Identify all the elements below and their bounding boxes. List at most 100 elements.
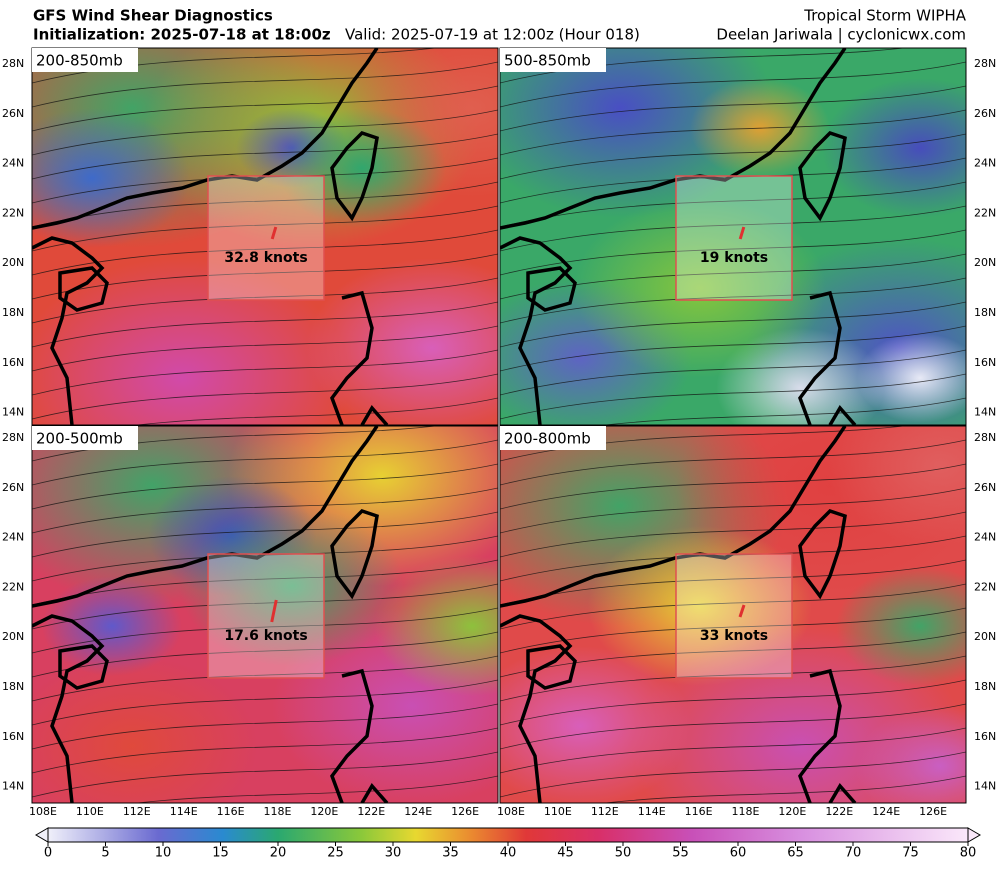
streamline — [500, 463, 966, 510]
storm-name: Tropical Storm WIPHA — [803, 7, 966, 25]
lon-label: 108E — [497, 805, 525, 818]
panel-label: 200-800mb — [504, 430, 591, 448]
streamline — [500, 181, 966, 228]
shear-value: 32.8 knots — [224, 250, 307, 266]
lat-label: 28N — [974, 57, 996, 70]
lat-label: 24N — [2, 531, 24, 544]
lon-label: 112E — [123, 805, 151, 818]
streamline — [602, 775, 966, 803]
colorbar-bar — [47, 827, 969, 843]
lat-label: 14N — [974, 780, 996, 793]
island — [330, 130, 379, 222]
lat-label: 16N — [974, 730, 996, 743]
colorbar-tick-label: 80 — [960, 846, 977, 861]
streamline — [500, 133, 966, 180]
lon-label: 126E — [451, 805, 479, 818]
shear-arrow — [738, 226, 746, 240]
colorbar-tick-label: 30 — [385, 846, 402, 861]
lat-label: 18N — [2, 306, 24, 319]
lon-label: 122E — [825, 805, 853, 818]
lon-label: 122E — [357, 805, 385, 818]
streamline — [32, 325, 498, 372]
lat-label: 16N — [974, 356, 996, 369]
lon-label: 116E — [685, 805, 713, 818]
colorbar-tick-label: 10 — [155, 846, 172, 861]
streamline — [500, 559, 966, 606]
shading-blob — [822, 78, 966, 218]
streamline — [32, 655, 498, 702]
panel-label-bg — [500, 48, 606, 72]
shear-value: 19 knots — [700, 250, 768, 266]
coastline — [330, 668, 389, 803]
map-layer — [500, 426, 966, 803]
streamline — [32, 373, 498, 420]
streamline — [602, 397, 966, 425]
lon-label: 118E — [264, 805, 292, 818]
streamline — [500, 61, 966, 108]
lon-label: 114E — [170, 805, 198, 818]
title: GFS Wind Shear Diagnostics — [33, 7, 273, 25]
colorbar-tick-label: 0 — [44, 846, 52, 861]
colorbar-tick-label: 45 — [557, 846, 574, 861]
streamline — [500, 679, 966, 726]
credit: Deelan Jariwala | cyclonicwx.com — [716, 26, 966, 44]
streamline — [32, 133, 498, 180]
streamline — [500, 349, 966, 396]
lon-label: 110E — [76, 805, 104, 818]
lon-label: 118E — [732, 805, 760, 818]
streamline — [500, 373, 966, 420]
lon-label: 112E — [591, 805, 619, 818]
streamline — [32, 109, 498, 156]
colorbar-tick-label: 20 — [270, 846, 287, 861]
lat-label: 16N — [2, 730, 24, 743]
shading-blob — [574, 198, 826, 378]
streamline — [32, 727, 498, 774]
lat-label: 24N — [974, 531, 996, 544]
island — [330, 508, 379, 600]
streamline — [500, 325, 966, 372]
lat-label: 20N — [974, 256, 996, 269]
colorbar-tick-label: 5 — [101, 846, 109, 861]
streamline — [32, 463, 498, 510]
streamline — [32, 703, 498, 750]
streamline — [32, 205, 498, 252]
coastline — [798, 668, 857, 803]
lat-label: 20N — [2, 256, 24, 269]
shear-arrow — [270, 599, 278, 623]
streamline — [500, 487, 966, 534]
shading-blob — [42, 576, 182, 676]
lat-label: 20N — [974, 630, 996, 643]
streamline — [32, 229, 498, 276]
shading-blob — [828, 426, 966, 546]
colorbar-tick-label: 75 — [902, 846, 919, 861]
streamline — [32, 631, 498, 678]
streamline — [32, 85, 498, 132]
island — [58, 644, 109, 690]
island — [58, 266, 109, 312]
colorbar-tick-label: 25 — [327, 846, 344, 861]
shading-blob — [306, 258, 498, 425]
shading-blob — [856, 706, 966, 803]
lat-label: 26N — [2, 481, 24, 494]
lat-label: 24N — [2, 157, 24, 170]
lon-label: 110E — [544, 805, 572, 818]
colorbar-tick-label: 50 — [615, 846, 632, 861]
streamline — [500, 583, 966, 630]
colorbar-tick-label: 55 — [672, 846, 689, 861]
shading-blob — [32, 108, 190, 248]
lat-label: 26N — [974, 107, 996, 120]
lon-label: 124E — [404, 805, 432, 818]
shear-value: 33 knots — [700, 628, 768, 644]
lat-label: 18N — [974, 306, 996, 319]
lat-label: 22N — [974, 580, 996, 593]
coastline — [32, 236, 105, 425]
lon-label: 124E — [872, 805, 900, 818]
streamline — [32, 751, 498, 798]
streamline — [500, 253, 966, 300]
map-layer — [32, 426, 498, 803]
shading-blob — [857, 333, 966, 423]
island — [798, 508, 847, 600]
colorbar-min-arrow — [35, 827, 49, 843]
streamline — [500, 439, 966, 486]
shading-blob — [500, 646, 692, 803]
